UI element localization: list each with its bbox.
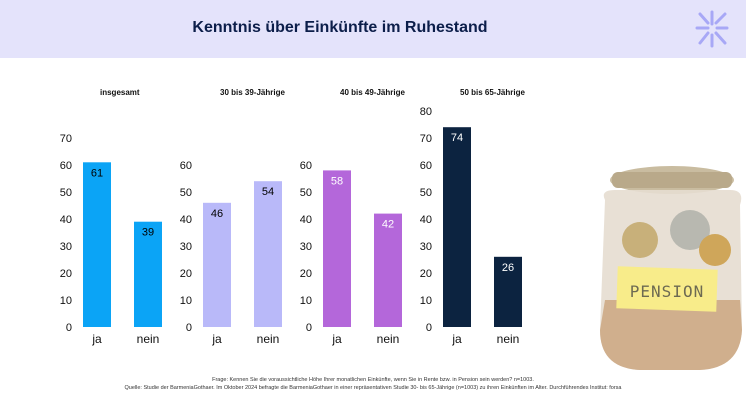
bar-nein bbox=[134, 221, 162, 327]
y-tick-label: 50 bbox=[180, 187, 192, 199]
data-label: 39 bbox=[142, 227, 154, 239]
x-tick-label: nein bbox=[137, 332, 160, 346]
bar-ja bbox=[323, 170, 351, 327]
pension-jar-image: PENSION bbox=[600, 166, 742, 370]
bar-ja bbox=[203, 202, 231, 327]
y-tick-label: 70 bbox=[60, 133, 72, 145]
y-tick-label: 20 bbox=[180, 268, 192, 280]
y-tick-label: 60 bbox=[180, 160, 192, 172]
x-tick-label: ja bbox=[451, 332, 462, 346]
y-tick-label: 60 bbox=[420, 160, 432, 172]
starburst-icon bbox=[695, 10, 729, 48]
y-tick-label: 50 bbox=[300, 187, 312, 199]
y-tick-label: 20 bbox=[60, 268, 72, 280]
y-tick-label: 20 bbox=[420, 268, 432, 280]
y-tick-label: 60 bbox=[300, 160, 312, 172]
page-title: Kenntnis über Einkünfte im Ruhestand bbox=[192, 19, 488, 36]
y-tick-label: 50 bbox=[420, 187, 432, 199]
y-tick-label: 0 bbox=[66, 322, 72, 334]
data-label: 46 bbox=[211, 208, 223, 220]
y-tick-label: 10 bbox=[420, 295, 432, 307]
y-tick-label: 30 bbox=[420, 241, 432, 253]
y-tick-label: 0 bbox=[306, 322, 312, 334]
pension-label: PENSION bbox=[630, 282, 704, 301]
bar-ja bbox=[83, 162, 111, 327]
y-tick-label: 40 bbox=[420, 214, 432, 226]
bar-ja bbox=[443, 127, 471, 327]
x-tick-label: ja bbox=[211, 332, 222, 346]
x-tick-label: nein bbox=[497, 332, 520, 346]
x-tick-label: ja bbox=[331, 332, 342, 346]
chart-title: 40 bis 49-Jährige bbox=[340, 88, 405, 97]
y-tick-label: 10 bbox=[180, 295, 192, 307]
data-label: 74 bbox=[451, 132, 463, 144]
chart-title: insgesamt bbox=[100, 88, 140, 97]
bar-nein bbox=[254, 181, 282, 327]
data-label: 42 bbox=[382, 219, 394, 231]
y-tick-label: 50 bbox=[60, 187, 72, 199]
chart-title: 30 bis 39-Jährige bbox=[220, 88, 285, 97]
data-label: 58 bbox=[331, 175, 343, 187]
bar-nein bbox=[494, 256, 522, 327]
y-tick-label: 30 bbox=[60, 241, 72, 253]
y-tick-label: 0 bbox=[426, 322, 432, 334]
y-tick-label: 10 bbox=[60, 295, 72, 307]
y-tick-label: 40 bbox=[300, 214, 312, 226]
y-tick-label: 0 bbox=[186, 322, 192, 334]
chart-title: 50 bis 65-Jährige bbox=[460, 88, 525, 97]
footer-question: Frage: Kennen Sie die voraussichtliche H… bbox=[212, 377, 534, 383]
y-tick-label: 40 bbox=[180, 214, 192, 226]
footer-source: Quelle: Studie der BarmeniaGothaer. Im O… bbox=[124, 385, 622, 391]
y-tick-label: 10 bbox=[300, 295, 312, 307]
y-tick-label: 40 bbox=[60, 214, 72, 226]
x-tick-label: ja bbox=[91, 332, 102, 346]
y-tick-label: 30 bbox=[300, 241, 312, 253]
x-tick-label: nein bbox=[377, 332, 400, 346]
x-tick-label: nein bbox=[257, 332, 280, 346]
y-tick-label: 30 bbox=[180, 241, 192, 253]
y-tick-label: 70 bbox=[420, 133, 432, 145]
bar-nein bbox=[374, 213, 402, 327]
data-label: 54 bbox=[262, 186, 274, 198]
y-tick-label: 60 bbox=[60, 160, 72, 172]
header-bar: Kenntnis über Einkünfte im Ruhestand bbox=[0, 0, 746, 58]
data-label: 26 bbox=[502, 262, 514, 274]
y-tick-label: 80 bbox=[420, 106, 432, 118]
y-tick-label: 20 bbox=[300, 268, 312, 280]
data-label: 61 bbox=[91, 167, 103, 179]
